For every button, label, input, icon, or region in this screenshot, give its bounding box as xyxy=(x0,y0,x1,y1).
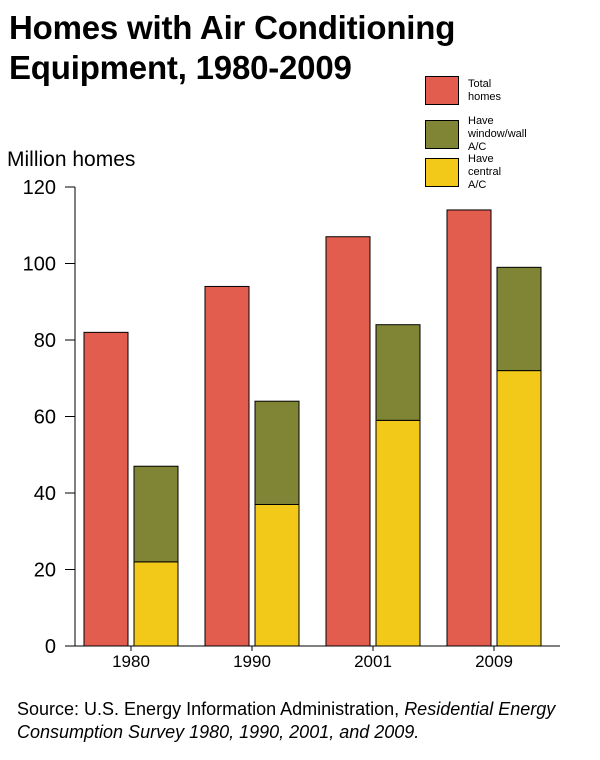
y-tick-label: 60 xyxy=(34,407,56,429)
bar-central-ac-2001 xyxy=(375,419,421,647)
y-axis-label: Million homes xyxy=(7,148,135,171)
x-tick-label-1990: 1990 xyxy=(233,652,271,671)
bar-central-ac-1980 xyxy=(133,561,179,647)
bar-window-wall-ac-2001 xyxy=(375,324,421,421)
y-tick-label: 120 xyxy=(23,177,56,199)
legend-swatch-window-wall-ac xyxy=(425,120,459,149)
legend-item-total-homes: Total homes xyxy=(425,76,501,105)
bar-window-wall-ac-1980 xyxy=(133,465,179,563)
legend-label-total-homes: Total homes xyxy=(468,77,502,103)
source-survey-title: Residential Energy Consumption Survey 19… xyxy=(17,699,556,742)
x-tick-label-2001: 2001 xyxy=(354,652,392,671)
y-tick-label: 100 xyxy=(23,254,56,276)
bar-central-ac-2009 xyxy=(496,370,542,647)
bar-total-homes-1980 xyxy=(83,331,129,647)
y-tick-label: 20 xyxy=(34,560,56,582)
chart-title: Homes with Air Conditioning Equipment, 1… xyxy=(9,8,455,88)
y-axis: 0 20 40 60 80 100 120 xyxy=(23,177,76,658)
y-tick-label: 40 xyxy=(34,483,56,505)
chart-title-line-2: Equipment, 1980-2009 xyxy=(9,49,352,86)
bar-central-ac-1990 xyxy=(254,503,300,647)
legend-label-window-wall-ac-line-1: Have xyxy=(468,115,494,127)
legend-item-window-wall-ac: Have window/wall A/C xyxy=(425,115,527,154)
legend-swatch-central-ac xyxy=(425,158,459,187)
x-tick-label-1980: 1980 xyxy=(112,652,150,671)
legend-label-window-wall-ac: Have window/wall A/C xyxy=(468,115,527,154)
bar-total-homes-2009 xyxy=(446,209,492,647)
legend-swatch-total-homes xyxy=(425,76,459,105)
bar-window-wall-ac-2009 xyxy=(496,266,542,372)
y-tick-label: 80 xyxy=(34,330,56,352)
source-note: Source: U.S. Energy Information Administ… xyxy=(17,698,592,744)
bar-window-wall-ac-1990 xyxy=(254,400,300,505)
bar-chart: Million homes 0 20 40 60 80 100 120 1980 1990 20… xyxy=(7,148,560,671)
bar-total-homes-1990 xyxy=(204,285,250,647)
bar-total-homes-2001 xyxy=(325,236,371,647)
legend-label-window-wall-ac-line-2: window/wall A/C xyxy=(468,128,527,153)
bars xyxy=(83,209,542,647)
chart-title-line-1: Homes with Air Conditioning xyxy=(9,9,456,46)
x-tick-label-2009: 2009 xyxy=(475,652,513,671)
legend-item-central-ac: Have central A/C xyxy=(425,153,501,192)
y-tick-label: 0 xyxy=(45,636,56,658)
legend-label-central-ac: Have central A/C xyxy=(468,153,502,191)
source-prefix: Source: U.S. Energy Information Administ… xyxy=(17,699,405,719)
x-axis: 1980 1990 2001 2009 xyxy=(75,645,560,671)
